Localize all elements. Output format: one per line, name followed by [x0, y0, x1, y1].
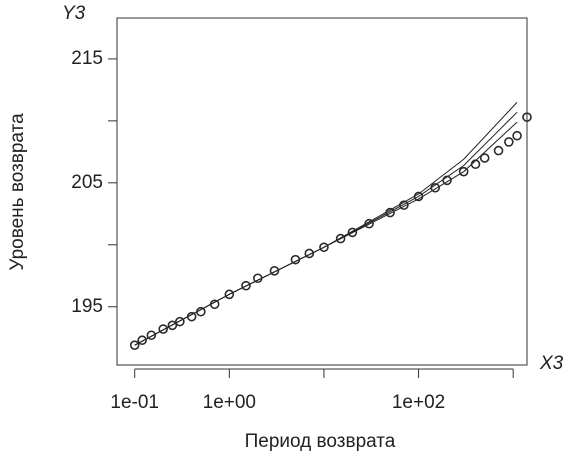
- data-point: [399, 200, 409, 210]
- data-point: [137, 335, 147, 346]
- data-point: [290, 254, 301, 265]
- data-point: [504, 137, 514, 147]
- data-point: [347, 227, 358, 238]
- y-tick-label: 195: [71, 296, 103, 317]
- data-point: [129, 340, 140, 350]
- data-point: [479, 153, 490, 163]
- data-point: [269, 266, 280, 276]
- plot-frame: [116, 17, 528, 366]
- data-point: [146, 330, 157, 341]
- data-point: [253, 273, 263, 284]
- y-tick-label: 205: [71, 172, 103, 193]
- data-point: [158, 324, 168, 334]
- data-point: [385, 207, 395, 218]
- x-tick-label: 1e-01: [110, 392, 159, 413]
- data-point: [196, 306, 206, 317]
- data-point: [413, 191, 424, 202]
- data-point: [175, 316, 185, 327]
- data-point: [224, 289, 235, 300]
- data-point: [512, 130, 522, 141]
- data-point: [470, 159, 481, 170]
- x-tick-label: 1e+00: [203, 392, 256, 413]
- data-point: [186, 311, 197, 322]
- data-point: [442, 175, 452, 186]
- data-point: [304, 248, 315, 259]
- return-level-line: [134, 101, 518, 346]
- x-corner-label: X3: [539, 353, 564, 374]
- data-point: [167, 320, 178, 331]
- data-point: [319, 242, 329, 253]
- return-level-line: [134, 121, 518, 346]
- return-level-line: [134, 111, 518, 346]
- data-point: [241, 280, 251, 291]
- data-point: [522, 112, 532, 122]
- y-corner-label: Y3: [62, 3, 86, 24]
- data-point: [209, 299, 220, 310]
- y-axis-label: Уровень возврата: [7, 113, 28, 271]
- data-point: [364, 218, 374, 229]
- x-axis-label: Период возврата: [245, 431, 396, 452]
- data-point: [458, 166, 469, 177]
- data-point: [335, 233, 346, 244]
- x-tick-label: 1e+02: [392, 392, 445, 413]
- data-point: [493, 145, 504, 156]
- data-point: [430, 182, 441, 193]
- y-tick-label: 215: [71, 48, 103, 69]
